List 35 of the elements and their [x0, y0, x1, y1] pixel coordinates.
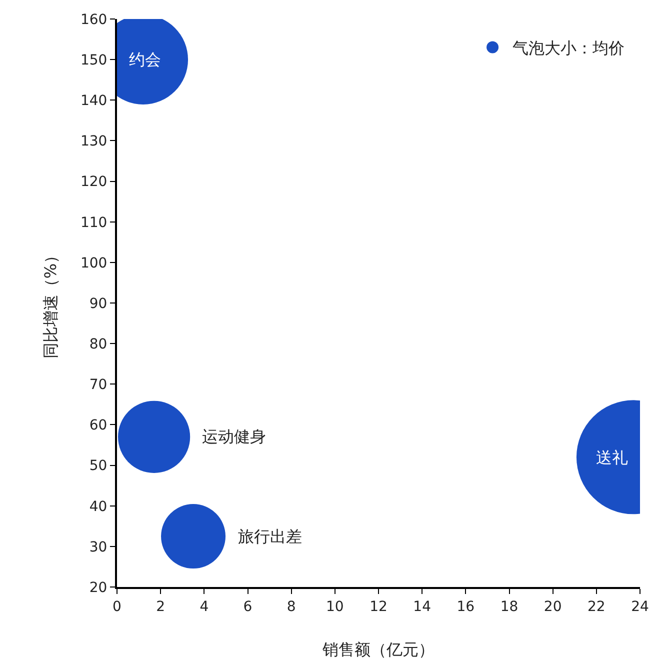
legend-label: 气泡大小：均价 — [512, 38, 625, 58]
x-tick-label: 24 — [631, 598, 649, 615]
annotation: 约会 — [129, 50, 161, 69]
x-tick-label: 12 — [370, 598, 388, 615]
x-tick-label: 2 — [156, 598, 166, 615]
y-tick-label: 110 — [80, 214, 108, 231]
y-tick-label: 60 — [89, 418, 108, 434]
annotation: 送礼 — [596, 448, 628, 467]
x-tick-label: 0 — [112, 598, 122, 615]
y-tick-label: 120 — [80, 174, 108, 190]
x-tick-label: 18 — [500, 598, 518, 615]
x-tick-label: 10 — [326, 598, 344, 615]
y-tick-label: 40 — [89, 498, 108, 515]
x-tick-label: 20 — [544, 598, 562, 615]
y-tick-label: 30 — [89, 539, 108, 556]
x-tick-label: 14 — [413, 598, 432, 615]
x-tick-label: 8 — [286, 598, 296, 615]
annotation: 运动健身 — [202, 427, 266, 446]
y-tick-label: 90 — [89, 296, 108, 312]
x-tick-label: 6 — [243, 598, 252, 615]
y-tick-label: 80 — [89, 336, 108, 352]
y-tick-label: 100 — [80, 255, 108, 272]
annotation: 旅行出差 — [238, 527, 302, 546]
y-tick-label: 160 — [80, 12, 108, 28]
y-tick-label: 70 — [89, 377, 108, 394]
x-axis-title: 销售额（亿元） — [322, 640, 434, 659]
y-tick-label: 140 — [80, 93, 108, 110]
y-tick-label: 130 — [80, 134, 108, 150]
y-tick-label: 50 — [89, 458, 108, 474]
y-tick-label: 150 — [80, 52, 108, 68]
x-tick-label: 16 — [456, 598, 475, 615]
y-tick-label: 20 — [89, 580, 108, 596]
x-tick-label: 22 — [588, 598, 606, 615]
y-axis-title: 同比增速（%） — [40, 247, 60, 359]
x-tick-label: 4 — [200, 598, 209, 615]
